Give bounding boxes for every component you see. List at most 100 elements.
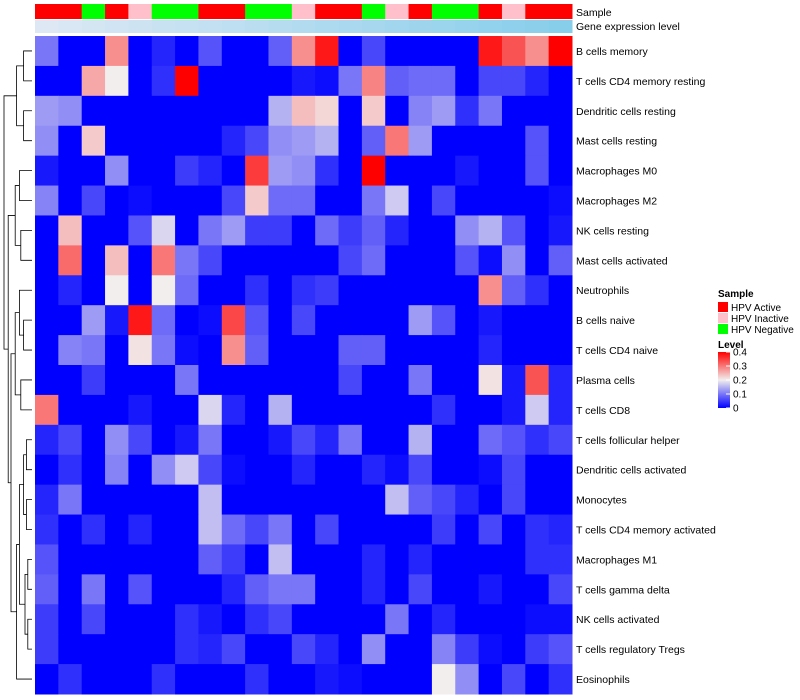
heatmap-cell <box>431 215 456 246</box>
sample-annotation-cell <box>338 4 363 19</box>
heatmap-cell <box>455 604 480 635</box>
heatmap-cell <box>291 215 316 246</box>
heatmap-cell <box>455 424 480 456</box>
heatmap-cell <box>198 275 223 306</box>
heatmap-cell <box>385 424 410 456</box>
heatmap-cell <box>175 155 199 187</box>
heatmap-cell <box>338 454 363 486</box>
sample-annotation-cell <box>175 4 199 19</box>
level-tick-label: 0.2 <box>733 376 747 387</box>
heatmap-cell <box>151 394 176 426</box>
heatmap-cell <box>35 365 59 396</box>
heatmap-cell <box>151 155 176 187</box>
heatmap-cell <box>315 604 340 635</box>
heatmap-cell <box>81 394 106 426</box>
heatmap-cell <box>151 424 176 456</box>
heatmap-cell <box>245 155 269 187</box>
heatmap-cell <box>175 484 199 516</box>
heatmap-cell <box>245 454 269 486</box>
heatmap-cell <box>128 514 153 545</box>
heatmap-cell <box>198 365 223 396</box>
heatmap-cell <box>455 394 480 426</box>
expression-annotation-cell <box>408 20 433 33</box>
sample-legend-swatch <box>718 313 728 323</box>
heatmap-cell <box>315 664 340 695</box>
heatmap-cell <box>221 574 246 605</box>
heatmap-cell <box>105 574 129 605</box>
heatmap-cell <box>385 454 410 486</box>
heatmap-cell <box>315 365 340 396</box>
heatmap-cell <box>385 484 410 516</box>
heatmap-cell <box>525 65 550 97</box>
heatmap-cell <box>338 634 363 665</box>
heatmap-cell <box>455 634 480 665</box>
heatmap-cell <box>408 335 433 366</box>
heatmap-cell <box>221 664 246 695</box>
heatmap-cell <box>408 544 433 575</box>
heatmap-cell <box>385 95 410 127</box>
heatmap-cell <box>268 335 293 366</box>
heatmap-cell <box>408 394 433 426</box>
heatmap-cell <box>315 215 340 246</box>
heatmap-cell <box>361 245 386 276</box>
heatmap-cell <box>548 155 573 187</box>
sample-annotation-bar <box>35 4 573 19</box>
heatmap-cell <box>408 125 433 157</box>
heatmap-cell <box>338 574 363 605</box>
heatmap-cell <box>408 424 433 456</box>
level-legend-ticks: 0.4 0.3 0.2 0.1 0 <box>726 348 747 415</box>
heatmap-cell <box>105 275 129 306</box>
heatmap-cell <box>315 65 340 97</box>
heatmap-cell <box>408 185 433 216</box>
heatmap-cell <box>268 215 293 246</box>
sample-legend-label: HPV Negative <box>731 325 794 336</box>
heatmap-cell <box>81 574 106 605</box>
heatmap-cell <box>431 155 456 187</box>
heatmap-cell <box>338 365 363 396</box>
heatmap-cell <box>35 36 59 67</box>
heatmap-cell <box>548 424 573 456</box>
heatmap-cell <box>315 514 340 545</box>
heatmap-cell <box>338 95 363 127</box>
heatmap-cell <box>501 185 526 216</box>
heatmap-cell <box>361 664 386 695</box>
heatmap-cell <box>81 305 106 336</box>
heatmap-cell <box>408 514 433 545</box>
heatmap-cell <box>175 335 199 366</box>
heatmap-cell <box>338 65 363 97</box>
heatmap-cell <box>361 544 386 575</box>
heatmap-cell <box>478 604 503 635</box>
heatmap-cell <box>175 245 199 276</box>
expression-annotation-cell <box>548 20 573 33</box>
heatmap-cell <box>151 664 176 695</box>
dendrogram-branch <box>19 170 32 201</box>
heatmap-cell <box>58 604 83 635</box>
heatmap-cell <box>105 65 129 97</box>
heatmap-cell <box>478 275 503 306</box>
heatmap-cell <box>525 394 550 426</box>
heatmap-cell <box>455 365 480 396</box>
heatmap-cell <box>455 335 480 366</box>
heatmap-cell <box>221 634 246 665</box>
heatmap-cell <box>361 335 386 366</box>
heatmap-cell <box>245 125 269 157</box>
heatmap-cell <box>151 514 176 545</box>
heatmap-cell <box>81 454 106 486</box>
dendrogram-branch <box>20 379 32 411</box>
heatmap-cell <box>35 394 59 426</box>
heatmap-cell <box>361 155 386 187</box>
expression-annotation-cell <box>175 20 199 33</box>
heatmap-cell <box>35 634 59 665</box>
heatmap-cell <box>455 305 480 336</box>
heatmap-cell <box>291 125 316 157</box>
heatmap-cell <box>478 424 503 456</box>
heatmap-cell <box>105 484 129 516</box>
heatmap-cell <box>525 454 550 486</box>
heatmap-cell <box>128 604 153 635</box>
heatmap-cell <box>268 664 293 695</box>
heatmap-cell <box>525 634 550 665</box>
heatmap-cell <box>338 125 363 157</box>
sample-legend-swatch <box>718 302 728 312</box>
heatmap-cell <box>175 125 199 157</box>
level-legend-title: Level <box>718 340 744 351</box>
